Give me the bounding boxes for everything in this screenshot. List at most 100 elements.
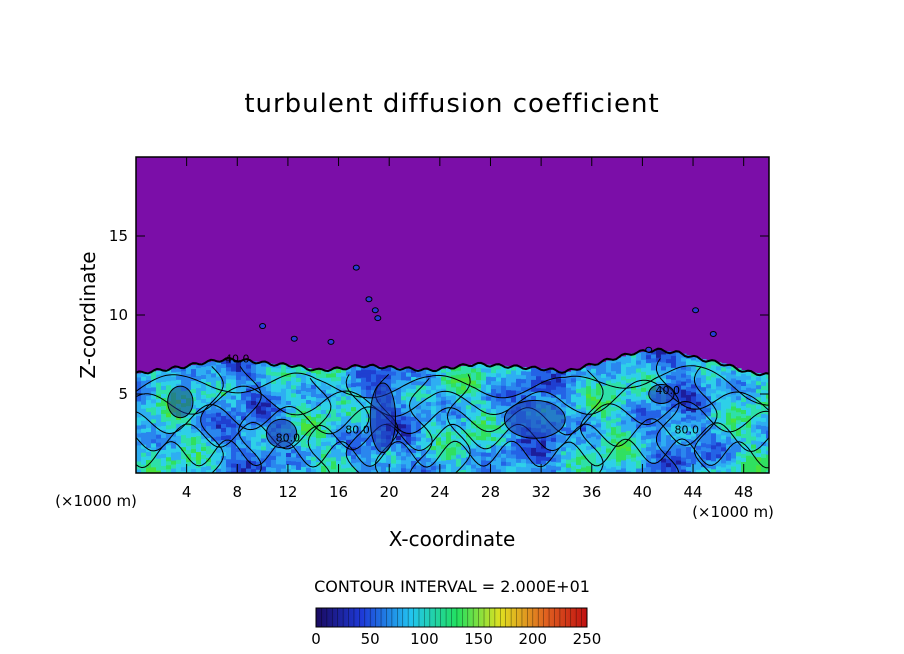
field-cell (756, 429, 762, 434)
field-cell (381, 450, 387, 456)
field-cell (646, 399, 652, 404)
field-cell (656, 409, 662, 415)
field-cell (766, 450, 769, 456)
field-cell (726, 400, 732, 406)
field-cell (216, 456, 222, 462)
field-cell (201, 450, 207, 456)
field-cell (326, 389, 332, 395)
field-cell (291, 409, 297, 414)
field-cell (616, 441, 622, 447)
field-cell (251, 437, 257, 442)
field-cell (226, 447, 232, 452)
field-cell (636, 456, 642, 462)
field-cell (151, 451, 157, 456)
field-cell (566, 443, 572, 449)
field-cell (651, 362, 657, 368)
field-cell (461, 441, 467, 447)
field-cell (411, 424, 417, 430)
field-cell (406, 424, 412, 430)
field-cell (276, 364, 282, 369)
field-cell (476, 376, 482, 381)
field-cell (706, 440, 712, 445)
field-cell (466, 401, 472, 406)
field-cell (761, 417, 767, 423)
field-cell (276, 460, 282, 465)
field-cell (201, 466, 207, 472)
field-cell (711, 437, 717, 442)
field-cell (236, 463, 242, 469)
field-cell (321, 426, 327, 431)
field-cell (566, 455, 572, 461)
field-cell (276, 368, 282, 373)
field-cell (366, 429, 372, 435)
field-cell (366, 373, 372, 379)
field-cell (326, 405, 332, 411)
field-cell (746, 423, 752, 429)
field-cell (586, 382, 592, 387)
field-cell (576, 436, 582, 442)
field-cell (706, 432, 712, 437)
field-cell (571, 378, 577, 383)
field-cell (556, 442, 562, 448)
field-cell (281, 364, 287, 370)
field-cell (346, 463, 352, 469)
field-cell (221, 447, 227, 453)
field-cell (646, 471, 652, 473)
field-cell (201, 370, 207, 376)
field-cell (336, 412, 342, 418)
field-cell (451, 371, 457, 376)
field-cell (546, 373, 552, 378)
field-cell (506, 470, 512, 473)
field-cell (351, 467, 357, 472)
field-cell (141, 424, 147, 430)
field-cell (581, 399, 587, 405)
field-cell (751, 380, 757, 386)
field-cell (316, 414, 322, 419)
field-cell (231, 447, 237, 453)
field-cell (606, 420, 612, 426)
field-cell (496, 389, 502, 395)
field-cell (236, 459, 242, 465)
field-cell (296, 385, 302, 391)
field-cell (216, 372, 222, 378)
field-cell (636, 384, 642, 390)
field-cell (596, 423, 602, 428)
field-cell (371, 374, 377, 379)
field-cell (471, 424, 477, 430)
field-cell (691, 412, 697, 417)
field-cell (341, 408, 347, 414)
field-cell (241, 400, 247, 405)
field-cell (271, 403, 277, 409)
field-cell (171, 424, 177, 430)
field-cell (406, 416, 412, 422)
field-cell (361, 441, 367, 447)
field-cell (726, 364, 732, 370)
field-cell (671, 423, 677, 429)
field-cell (531, 367, 537, 373)
field-cell (301, 402, 307, 408)
field-cell (586, 406, 592, 411)
field-cell (731, 374, 737, 380)
field-cell (581, 403, 587, 409)
field-cell (246, 432, 252, 438)
field-cell (526, 391, 532, 397)
field-cell (396, 467, 402, 473)
field-cell (226, 419, 232, 424)
field-cell (276, 404, 282, 409)
field-cell (611, 395, 617, 400)
field-cell (301, 466, 307, 472)
field-cell (761, 429, 767, 435)
field-cell (636, 400, 642, 406)
field-cell (641, 435, 647, 441)
field-cell (486, 376, 492, 382)
field-cell (166, 425, 172, 430)
field-cell (206, 430, 212, 435)
field-cell (586, 418, 592, 423)
field-cell (566, 379, 572, 385)
field-cell (591, 380, 597, 386)
field-cell (601, 381, 607, 387)
field-cell (586, 386, 592, 391)
field-cell (636, 464, 642, 470)
field-cell (606, 408, 612, 414)
field-cell (381, 366, 387, 372)
